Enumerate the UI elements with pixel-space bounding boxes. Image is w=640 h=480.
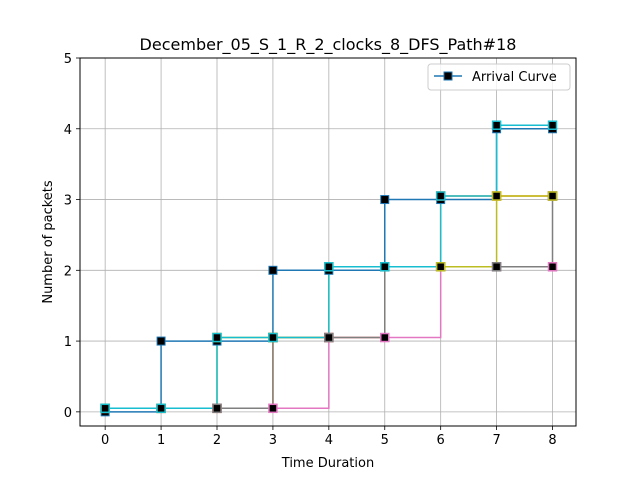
x-tick-label: 0 bbox=[101, 433, 109, 448]
y-axis-ticks: 0 1 2 3 4 5 bbox=[64, 52, 80, 421]
plot-area-frame bbox=[79, 57, 577, 427]
series-2-point bbox=[268, 403, 278, 414]
series-markers bbox=[100, 120, 558, 417]
x-tick-label: 5 bbox=[381, 433, 389, 448]
y-tick-label: 3 bbox=[64, 194, 72, 209]
series-3-point bbox=[324, 332, 334, 343]
chart-title: December_05_S_1_R_2_clocks_8_DFS_Path#18 bbox=[140, 35, 517, 55]
series-5-point bbox=[212, 332, 222, 343]
series-4-point bbox=[435, 262, 446, 272]
series-2-point bbox=[547, 262, 558, 272]
x-tick-label: 4 bbox=[325, 433, 333, 448]
x-tick-label: 7 bbox=[492, 433, 500, 448]
x-tick-label: 8 bbox=[548, 433, 556, 448]
y-tick-label: 4 bbox=[64, 123, 72, 138]
x-tick-label: 2 bbox=[213, 433, 221, 448]
x-axis-ticks: 0 1 2 3 4 5 6 7 8 bbox=[101, 426, 557, 448]
series-5-point bbox=[380, 262, 390, 272]
series-3-point bbox=[491, 262, 502, 272]
series-5-point bbox=[324, 262, 334, 272]
x-tick-label: 3 bbox=[269, 433, 277, 448]
x-axis-title: Time Duration bbox=[281, 456, 374, 471]
legend-swatch-marker bbox=[443, 71, 453, 81]
series-0-point bbox=[268, 265, 278, 275]
series-5-point bbox=[435, 191, 446, 201]
series-4-point bbox=[491, 191, 502, 201]
series-5-point bbox=[491, 120, 502, 130]
series-5-point bbox=[268, 332, 278, 343]
series-2-point bbox=[380, 332, 390, 343]
y-tick-label: 0 bbox=[64, 406, 72, 421]
series-5-point bbox=[547, 120, 558, 130]
series-5-point bbox=[156, 403, 166, 414]
series-0-point bbox=[380, 195, 390, 205]
series-3-point bbox=[212, 403, 222, 414]
y-axis-title: Number of packets bbox=[41, 180, 56, 304]
y-tick-label: 1 bbox=[64, 335, 72, 350]
series-4-point bbox=[547, 191, 558, 201]
series-0-point bbox=[156, 336, 166, 346]
series-5-point bbox=[100, 403, 110, 414]
legend-label: Arrival Curve bbox=[472, 70, 557, 85]
y-tick-label: 5 bbox=[64, 52, 72, 67]
x-tick-label: 6 bbox=[437, 433, 445, 448]
y-tick-label: 2 bbox=[64, 264, 72, 279]
x-tick-label: 1 bbox=[157, 433, 165, 448]
legend: Arrival Curve bbox=[427, 63, 571, 91]
legend-box bbox=[427, 63, 571, 91]
